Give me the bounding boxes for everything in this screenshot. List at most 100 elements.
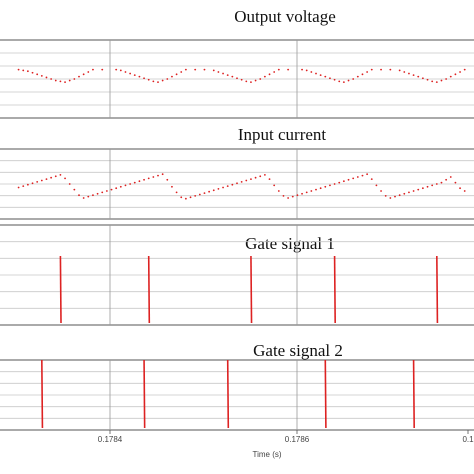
data-point <box>412 74 415 76</box>
data-point <box>431 184 434 187</box>
data-point <box>245 80 248 83</box>
data-point <box>124 184 127 187</box>
data-point <box>263 75 266 78</box>
plot-panel-gate-signal-2 <box>0 359 474 431</box>
data-point <box>17 186 20 189</box>
data-point <box>310 71 313 73</box>
data-point <box>454 73 457 76</box>
data-point <box>222 186 224 189</box>
data-point <box>166 78 169 80</box>
data-point <box>361 174 364 177</box>
data-point <box>64 81 66 84</box>
data-point <box>366 71 369 73</box>
data-point <box>36 73 39 76</box>
data-point <box>273 184 276 187</box>
data-point <box>273 71 276 73</box>
panel-title-gate-signal-2: Gate signal 2 <box>253 341 343 360</box>
data-point <box>157 174 159 177</box>
data-point <box>82 197 85 199</box>
data-point <box>231 183 234 186</box>
data-point <box>180 71 183 73</box>
data-point <box>352 177 355 180</box>
data-point <box>203 68 206 71</box>
gate-pulse-line <box>250 255 253 324</box>
data-point <box>394 195 396 198</box>
data-point <box>40 179 43 182</box>
data-point <box>319 187 322 190</box>
data-point <box>212 189 215 192</box>
data-point <box>171 75 173 78</box>
data-point <box>152 176 155 178</box>
data-point <box>287 68 290 71</box>
data-point <box>87 71 90 73</box>
data-point <box>217 71 220 73</box>
data-point <box>87 195 90 198</box>
data-point <box>277 68 280 71</box>
data-point <box>184 68 187 71</box>
data-point <box>171 185 173 188</box>
data-point <box>291 195 294 198</box>
data-point <box>119 185 122 188</box>
data-point <box>449 75 452 78</box>
gate-pulse-line <box>324 359 327 429</box>
data-point <box>143 77 145 80</box>
data-point <box>445 178 448 181</box>
data-point <box>45 178 48 181</box>
data-point <box>245 179 248 182</box>
data-point <box>59 80 62 83</box>
data-point <box>36 181 39 183</box>
data-point <box>217 188 220 190</box>
data-point <box>240 78 243 81</box>
plot-panel-output-voltage <box>0 39 474 119</box>
data-point <box>226 185 229 188</box>
data-point <box>408 191 410 194</box>
data-point <box>208 190 211 193</box>
data-point <box>138 75 141 78</box>
data-point <box>64 177 66 180</box>
data-point <box>105 190 108 192</box>
gate-pulse-line <box>226 359 230 429</box>
x-tick-label: 0.1 <box>462 435 474 444</box>
data-point <box>389 197 392 199</box>
data-point <box>356 75 359 78</box>
data-point <box>222 72 224 75</box>
data-point <box>347 79 350 82</box>
data-point <box>347 178 350 181</box>
data-point <box>268 178 271 181</box>
data-point <box>324 75 327 78</box>
data-point <box>26 183 29 186</box>
data-point <box>45 76 48 79</box>
data-point <box>101 68 104 71</box>
data-point <box>161 79 164 82</box>
data-point <box>398 69 401 72</box>
data-point <box>417 75 420 78</box>
data-point <box>435 183 438 185</box>
gate-pulse-line <box>412 359 415 429</box>
data-point <box>124 71 127 73</box>
data-point <box>26 70 29 73</box>
data-point <box>115 187 118 190</box>
data-point <box>73 78 76 80</box>
data-point <box>440 79 443 82</box>
data-point <box>250 178 252 181</box>
data-point <box>194 68 197 71</box>
data-point <box>198 193 201 196</box>
data-point <box>31 182 34 185</box>
data-point <box>50 176 53 179</box>
data-point <box>236 77 238 80</box>
data-point <box>305 69 308 72</box>
data-point <box>22 69 25 72</box>
data-point <box>412 190 415 192</box>
data-point <box>212 69 215 72</box>
data-point <box>254 79 257 82</box>
panel-title-gate-signal-1: Gate signal 1 <box>245 234 335 253</box>
data-point <box>375 184 378 187</box>
data-point <box>342 81 345 84</box>
data-point <box>463 190 466 192</box>
data-point <box>417 188 420 191</box>
data-point <box>431 80 434 83</box>
data-point <box>389 68 392 71</box>
data-point <box>324 185 327 188</box>
data-point <box>119 69 122 72</box>
